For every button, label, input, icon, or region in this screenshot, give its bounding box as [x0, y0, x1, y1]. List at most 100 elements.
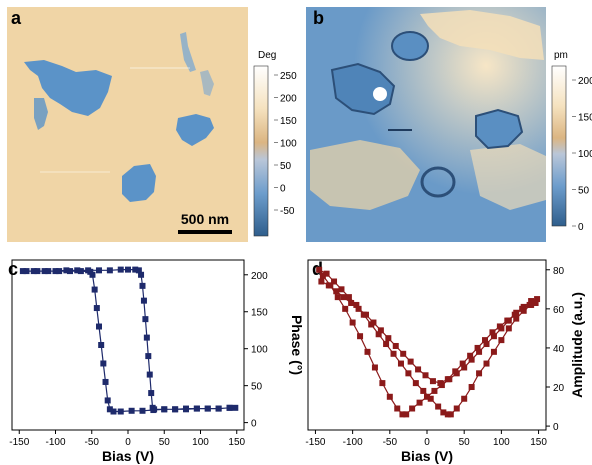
chart-c-data-point — [125, 266, 131, 273]
chart-c-data-point — [23, 268, 30, 275]
chart-d-data-point — [431, 387, 438, 394]
chart-c-data-point — [145, 353, 152, 360]
chart-d-data-point — [383, 341, 390, 348]
chart-d-data-point — [325, 282, 332, 289]
colorbar-a-title: Deg — [258, 50, 276, 61]
chart-d-data-point — [504, 317, 511, 324]
chart-d-data-point — [424, 393, 430, 400]
chart-d-data-point — [405, 370, 412, 377]
chart-c-data-point — [63, 267, 70, 274]
domain-ring-bottom — [420, 166, 456, 198]
chart-c-xtick-label: -50 — [85, 437, 100, 448]
chart-c-data-point — [117, 408, 124, 415]
chart-c-data-point — [204, 405, 211, 412]
chart-c-xtick-label: 50 — [159, 437, 171, 448]
colorbar-a-tick-label: -50 — [280, 206, 295, 217]
chart-d-xtick-label: -150 — [305, 437, 325, 448]
colorbar-a-tick-label: 200 — [280, 94, 297, 105]
colorbar-b — [551, 65, 567, 227]
colorbar-b-tick-label: 150 — [578, 113, 592, 124]
chart-d-data-point — [476, 348, 483, 355]
chart-d-data-point — [483, 341, 490, 348]
chart-d-data-point — [385, 335, 392, 342]
chart-c-data-point — [19, 268, 26, 275]
chart-c-data-point — [56, 268, 63, 275]
chart-d-ytick-label: 60 — [553, 305, 565, 316]
chart-d-data-point — [379, 380, 386, 387]
colorbar-a-ticks: 250 200 150 100 50 0 -50 — [274, 71, 297, 217]
chart-d-xtick-label: -50 — [383, 437, 398, 448]
chart-c-data-point — [139, 407, 146, 414]
chart-d-data-point — [364, 348, 371, 355]
chart-c-data-point — [232, 404, 239, 411]
chart-d-data-point — [490, 348, 497, 355]
chart-d-data-point — [342, 305, 349, 312]
colorbar-b-ticks: 200 150 100 50 0 — [572, 76, 592, 233]
chart-c-xtick-label: -100 — [45, 437, 65, 448]
chart-d-data-point — [338, 286, 345, 293]
chart-d-xlabel: Bias (V) — [401, 448, 453, 464]
chart-c-plot: -150 -100 -50 0 50 100 150 0 50 100 150 200 — [9, 266, 268, 448]
bright-region-top — [420, 10, 544, 60]
chart-d-data-point — [440, 409, 447, 416]
chart-d-data-point — [467, 352, 474, 359]
chart-c-data-point — [106, 267, 113, 274]
chart-d-data-point — [498, 337, 505, 344]
domain-ring-left — [330, 62, 396, 116]
chart-d-data-point — [416, 399, 423, 406]
chart-c-data-point — [117, 266, 124, 273]
chart-c-data-point — [34, 268, 41, 275]
chart-d-data-point — [371, 364, 378, 371]
colorbar-b-tick-label: 100 — [578, 149, 592, 160]
chart-d-data-point — [489, 329, 496, 336]
chart-c-data-point — [106, 406, 113, 413]
chart-d-data-point — [319, 272, 326, 279]
panel-b: b pm 200 150 100 50 0 — [306, 7, 592, 242]
chart-d-data-point — [386, 393, 393, 400]
chart-c-data-point — [135, 267, 142, 274]
colorbar-a-tick-label: 150 — [280, 116, 297, 127]
domain-right — [176, 114, 214, 146]
chart-c-ytick-label: 200 — [251, 271, 268, 282]
chart-d-data-point — [453, 405, 460, 412]
colorbar-b-title: pm — [554, 50, 568, 61]
chart-d-data-point — [482, 337, 489, 344]
chart-d-data-point — [490, 333, 497, 340]
chart-d-data-point — [412, 380, 419, 387]
chart-d-data-point — [427, 395, 434, 402]
chart-c-data-point — [128, 407, 135, 414]
chart-c-ytick-label: 100 — [251, 345, 268, 356]
chart-d-data-point — [496, 323, 503, 330]
chart-c-data-point — [87, 268, 94, 275]
chart-c-ytick-label: 150 — [251, 308, 268, 319]
chart-c-data-point — [161, 406, 168, 413]
bright-region-right — [470, 144, 546, 210]
colorbar-b-tick-label: 200 — [578, 76, 592, 87]
chart-d-xtick-label: 0 — [424, 437, 430, 448]
domain-ring-top — [391, 31, 429, 61]
chart-d-ytick-label: 80 — [553, 266, 565, 277]
chart-d-xtick-label: 50 — [459, 437, 471, 448]
chart-c-data-point — [132, 266, 139, 273]
chart-d-data-point — [452, 368, 459, 375]
panel-c: c -150 -100 -50 0 50 100 150 0 50 100 150 200 Bias … — [8, 259, 305, 464]
chart-d-data-point — [528, 298, 535, 305]
chart-d-data-point — [461, 364, 468, 371]
chart-c-xtick-label: 150 — [228, 437, 245, 448]
bright-region-mid — [310, 140, 420, 210]
chart-d-data-point — [390, 350, 397, 357]
domain-bottom — [122, 164, 156, 202]
colorbar-a-tick-label: 0 — [280, 184, 286, 195]
chart-c-data-point — [150, 407, 157, 414]
chart-d-data-point — [429, 378, 436, 385]
colorbar-a-tick-label: 250 — [280, 71, 297, 82]
chart-c-data-point — [96, 323, 102, 330]
chart-d-ytick-label: 0 — [553, 422, 559, 433]
chart-c-data-point — [30, 268, 37, 275]
chart-d-data-point — [422, 372, 429, 379]
colorbar-a — [253, 65, 269, 237]
bright-spot — [373, 87, 387, 101]
chart-c-data-point — [67, 268, 73, 275]
chart-c-ytick-label: 0 — [251, 419, 257, 430]
chart-d-frame — [307, 259, 547, 431]
